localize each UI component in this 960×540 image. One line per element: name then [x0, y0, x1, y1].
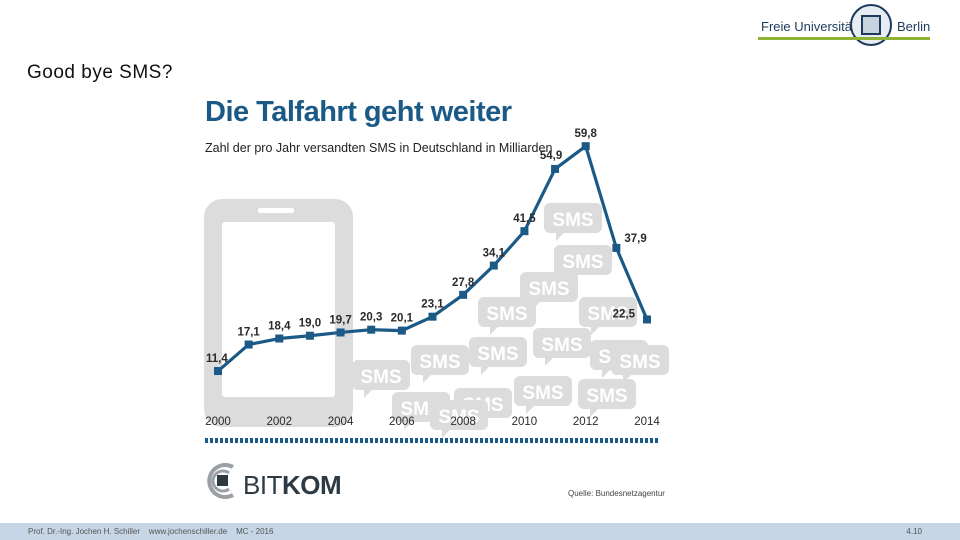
x-tick-label: 2010: [512, 416, 538, 428]
data-point: [336, 328, 345, 337]
data-label: 37,9: [624, 233, 646, 245]
sms-bubble-label: SMS: [562, 252, 603, 273]
sms-bubble: SMS: [478, 297, 536, 335]
data-label: 19,0: [299, 318, 321, 330]
phone-screen: [222, 222, 335, 397]
x-tick-label: 2002: [266, 416, 292, 428]
sms-bubble: SMS: [352, 360, 410, 398]
data-label: 41,5: [513, 213, 536, 225]
data-point: [459, 290, 468, 299]
x-tick-label: 2006: [389, 416, 415, 428]
bitkom-text-left: BIT: [243, 470, 282, 500]
data-point: [244, 340, 253, 349]
bitkom-swirl-icon: [207, 463, 234, 499]
sms-bubble-label: SMS: [522, 383, 563, 404]
sms-bubble: SMS: [611, 345, 669, 383]
chart-subtitle: Zahl der pro Jahr versandten SMS in Deut…: [205, 141, 553, 155]
sms-bubble: SMS: [554, 245, 612, 283]
sms-bubble-label: SMS: [360, 367, 401, 388]
data-label: 22,5: [613, 308, 636, 320]
sms-bubble-label: SMS: [419, 352, 460, 373]
bitkom-text-right: KOM: [281, 470, 342, 500]
logo-text-left: Freie Universität: [761, 19, 856, 34]
source-note: Quelle: Bundesnetzagentur: [568, 489, 665, 498]
data-points: [214, 142, 651, 376]
data-point: [581, 142, 590, 151]
x-tick-label: 2012: [573, 416, 599, 428]
data-point: [367, 325, 376, 334]
data-point: [551, 164, 560, 173]
sms-bubble-label: SMS: [528, 279, 569, 300]
x-tick-label: 2004: [328, 416, 354, 428]
chart-title: Die Talfahrt geht weiter: [205, 96, 512, 128]
data-label: 34,1: [483, 248, 506, 260]
sms-bubble-label: SMS: [586, 386, 627, 407]
sms-bubble-label: SMS: [587, 304, 628, 325]
data-point: [489, 261, 498, 270]
sms-bubble-label: SMS: [619, 352, 660, 373]
sms-bubble: SMS: [579, 297, 637, 335]
data-point: [275, 334, 284, 343]
sms-bubble-label: SMS: [486, 304, 527, 325]
data-label: 20,3: [360, 312, 382, 324]
data-point: [214, 367, 222, 376]
sms-bubble-label: SMS: [438, 407, 479, 428]
dashed-divider: [205, 438, 660, 443]
data-labels: 11,4 17,1 18,4 19,0 19,7 20,3 20,1 23,1 27,8 34,1…: [206, 128, 647, 365]
x-tick-label: 2000: [205, 416, 231, 428]
footer-text: Prof. Dr.-Ing. Jochen H. Schiller www.jo…: [28, 527, 274, 536]
sms-bubble: SMS: [430, 400, 488, 438]
sms-bubble-label: SMS: [477, 344, 518, 365]
logo-text-right: Berlin: [897, 19, 931, 34]
sms-bubble: SMS: [469, 337, 527, 375]
data-label: 27,8: [452, 277, 475, 289]
data-label: 54,9: [540, 150, 562, 162]
sms-bubble: SMS: [411, 345, 469, 383]
sms-bubble-label: SMS: [541, 335, 582, 356]
data-point: [520, 227, 529, 236]
data-point: [305, 331, 314, 340]
slide-title: Good bye SMS?: [27, 62, 173, 83]
data-point: [612, 243, 621, 252]
phone-speaker: [258, 208, 294, 213]
background-art: [204, 199, 353, 427]
bitkom-logo: BITKOM: [203, 461, 353, 503]
data-label: 11,4: [206, 353, 228, 365]
x-tick-label: 2014: [634, 416, 660, 428]
data-label: 59,8: [575, 128, 598, 140]
footer-bar: Prof. Dr.-Ing. Jochen H. Schiller www.jo…: [0, 523, 960, 540]
data-point: [643, 315, 651, 324]
sms-bubble-label: SMS: [552, 210, 593, 231]
data-label: 19,7: [329, 314, 351, 326]
x-axis-ticks: 2000 2002 2004 2006 2008 2010 2012 2014: [205, 416, 660, 428]
data-label: 23,1: [421, 299, 444, 311]
x-tick-label: 2008: [450, 416, 476, 428]
data-label: 20,1: [391, 313, 414, 325]
bitkom-wordmark: BITKOM: [243, 470, 342, 501]
sms-bubble: SMS: [533, 328, 591, 366]
page-number: 4.10: [906, 527, 922, 536]
sms-bubble: SMS: [578, 379, 636, 417]
data-point: [428, 312, 437, 321]
university-logo: Freie Universität Berlin: [758, 4, 930, 48]
data-point: [397, 326, 406, 335]
data-label: 17,1: [237, 327, 260, 339]
logo-underline: [758, 37, 930, 40]
sms-bubble: SMS: [514, 376, 572, 414]
sms-bubble: SMS: [544, 203, 602, 241]
data-label: 18,4: [268, 321, 291, 333]
